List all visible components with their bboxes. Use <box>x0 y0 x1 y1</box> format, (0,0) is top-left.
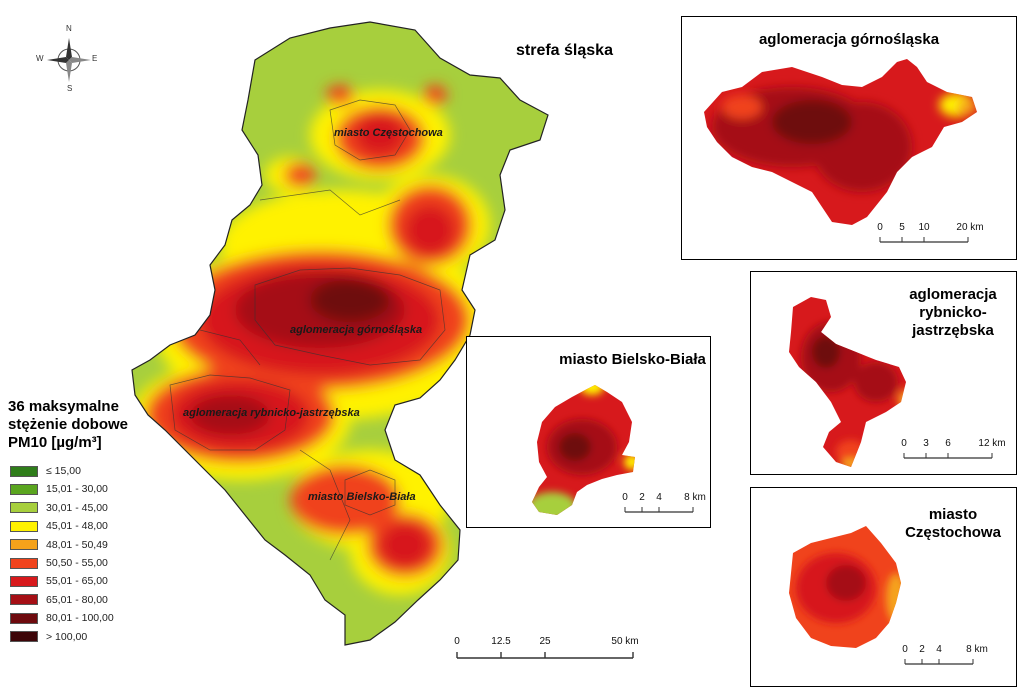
legend-swatch <box>10 502 38 514</box>
gornoslaska-scale-2: 10 <box>918 222 930 233</box>
legend-item: 45,01 - 48,00 <box>10 518 108 534</box>
czestochowa-scale-bar: 0 2 4 8 km <box>897 644 1012 672</box>
compass-e: E <box>92 54 98 63</box>
gornoslaska-scale-bar: 0 5 10 20 km <box>874 222 994 250</box>
legend-swatch <box>10 557 38 569</box>
legend-swatch <box>10 612 38 624</box>
bielsko-scale-bar: 0 2 4 8 km <box>617 492 712 520</box>
main-map-title: strefa śląska <box>516 42 613 59</box>
legend-swatch <box>10 520 38 532</box>
main-scale-bar: 0 12.5 25 50 km <box>454 636 640 666</box>
legend-swatch <box>10 594 38 606</box>
bielsko-scale-0: 0 <box>622 492 628 503</box>
czestochowa-scale-3: 8 km <box>966 644 988 655</box>
legend-label: 55,01 - 65,00 <box>46 575 108 588</box>
legend-label: 15,01 - 30,00 <box>46 483 108 496</box>
gornoslaska-scale-1: 5 <box>899 222 905 233</box>
legend-swatch <box>10 465 38 477</box>
rybnicko-scale-3: 12 km <box>978 438 1006 449</box>
main-scale-1: 12.5 <box>491 636 511 647</box>
inset-czestochowa: miasto Częstochowa 0 2 4 <box>750 487 1017 687</box>
label-gornoslaska: aglomeracja górnośląska <box>290 324 422 336</box>
inset-bielsko: miasto Bielsko-Biała 0 <box>466 336 711 528</box>
czestochowa-scale-2: 4 <box>936 644 942 655</box>
legend-swatch <box>10 575 38 587</box>
legend-item: 15,01 - 30,00 <box>10 481 108 497</box>
legend-item: 48,01 - 50,49 <box>10 537 108 553</box>
compass-rose-icon: N S E W <box>36 24 98 93</box>
legend-swatch <box>10 483 38 495</box>
legend-item: 50,50 - 55,00 <box>10 555 108 571</box>
legend-label: 48,01 - 50,49 <box>46 538 108 551</box>
legend-label: ≤ 15,00 <box>46 465 81 477</box>
inset-gornoslaska-title: aglomeracja górnośląska <box>758 31 940 48</box>
legend-label: 45,01 - 48,00 <box>46 520 108 533</box>
legend-title: 36 maksymalne stężenie dobowe PM10 [µg/m… <box>8 398 129 451</box>
legend-label: > 100,00 <box>46 630 88 643</box>
gornoslaska-scale-3: 20 km <box>956 222 984 233</box>
legend-label: 30,01 - 45,00 <box>46 501 108 514</box>
czestochowa-scale-0: 0 <box>902 644 908 655</box>
legend-item: 55,01 - 65,00 <box>10 573 108 589</box>
rybnicko-scale-0: 0 <box>901 438 907 449</box>
bielsko-scale-1: 2 <box>639 492 645 503</box>
legend-swatch <box>10 539 38 551</box>
legend-swatch <box>10 631 38 643</box>
main-scale-2: 25 <box>539 636 551 647</box>
rybnicko-scale-1: 3 <box>923 438 929 449</box>
main-scale-0: 0 <box>454 636 460 647</box>
bielsko-scale-2: 4 <box>656 492 662 503</box>
bielsko-scale-3: 8 km <box>684 492 706 503</box>
main-map: miasto Częstochowa aglomeracja górnośląs… <box>131 21 549 646</box>
legend-item: 65,01 - 80,00 <box>10 592 108 608</box>
inset-gornoslaska: aglomeracja górnośląska <box>681 16 1017 260</box>
legend-item: 80,01 - 100,00 <box>10 610 114 626</box>
compass-s: S <box>67 84 73 93</box>
legend-item: > 100,00 <box>10 629 87 645</box>
inset-rybnicko-title: aglomeracja rybnicko- jastrzębska <box>909 286 997 339</box>
compass-w: W <box>36 54 44 63</box>
label-rybnicko: aglomeracja rybnicko-jastrzębska <box>183 407 360 419</box>
inset-rybnicko: aglomeracja rybnicko- jastrzębska <box>750 271 1017 475</box>
legend-item: 30,01 - 45,00 <box>10 500 108 516</box>
compass-n: N <box>66 24 72 33</box>
label-bielsko: miasto Bielsko-Biała <box>308 491 416 503</box>
legend-item: ≤ 15,00 <box>10 463 81 479</box>
label-czestochowa: miasto Częstochowa <box>334 127 443 139</box>
rybnicko-scale-2: 6 <box>945 438 951 449</box>
czestochowa-scale-1: 2 <box>919 644 925 655</box>
legend-label: 80,01 - 100,00 <box>46 612 114 625</box>
main-scale-3: 50 km <box>611 636 639 647</box>
inset-bielsko-title: miasto Bielsko-Biała <box>559 351 706 368</box>
gornoslaska-scale-0: 0 <box>877 222 883 233</box>
legend-label: 50,50 - 55,00 <box>46 557 108 569</box>
inset-czestochowa-title: miasto Częstochowa <box>905 506 1001 541</box>
legend-label: 65,01 - 80,00 <box>46 593 108 606</box>
rybnicko-scale-bar: 0 3 6 12 km <box>896 438 1011 466</box>
